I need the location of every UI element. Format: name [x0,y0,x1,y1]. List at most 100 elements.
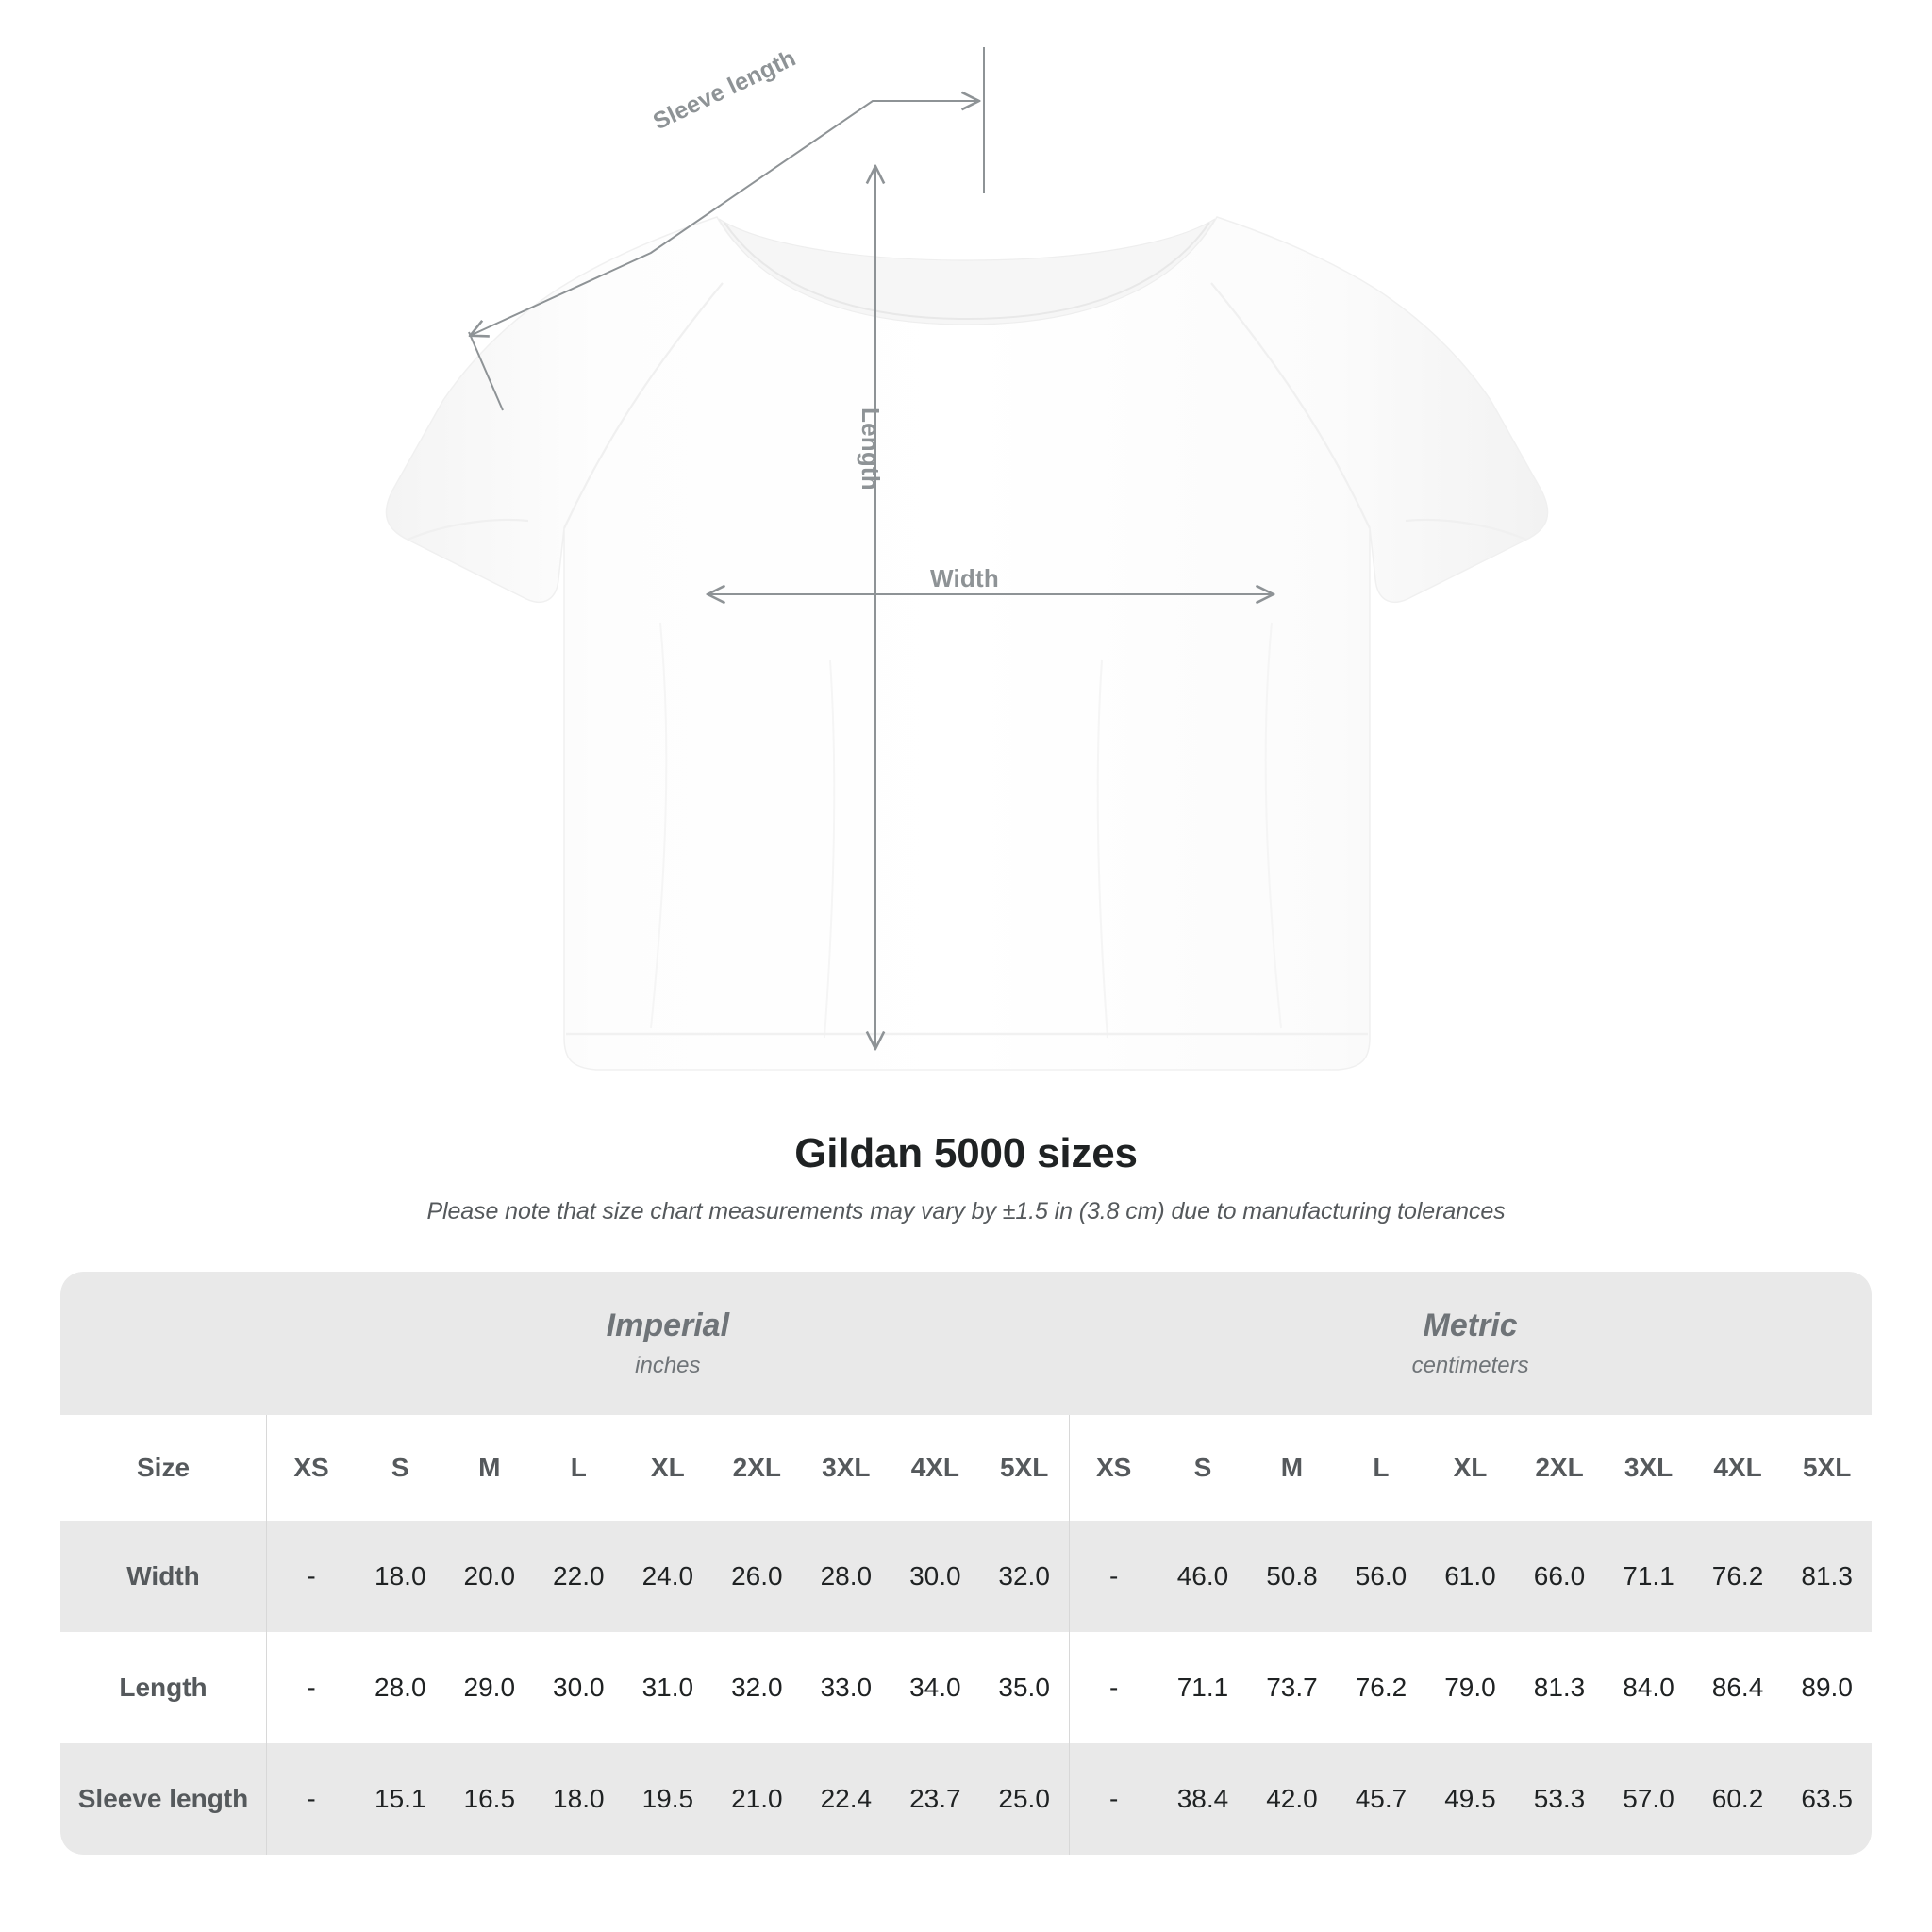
cell-length-imperial-4xl: 34.0 [891,1632,980,1743]
cell-width-imperial-xl: 24.0 [623,1521,713,1632]
cell-width-metric-3xl: 71.1 [1604,1521,1693,1632]
size-header-imperial-2xl: 2XL [712,1415,802,1521]
cell-sleeve-imperial-4xl: 23.7 [891,1743,980,1855]
cell-length-metric-s: 71.1 [1158,1632,1248,1743]
cell-sleeve-imperial-l: 18.0 [534,1743,624,1855]
cell-width-imperial-s: 18.0 [356,1521,445,1632]
cell-length-imperial-l: 30.0 [534,1632,624,1743]
cell-length-metric-l: 76.2 [1336,1632,1426,1743]
size-header-metric-xs: XS [1068,1415,1158,1521]
cell-sleeve-metric-s: 38.4 [1158,1743,1248,1855]
cell-sleeve-imperial-xl: 19.5 [623,1743,713,1855]
size-header-imperial-xl: XL [623,1415,713,1521]
size-chart-table: Imperial inches Metric centimeters Size … [60,1272,1872,1855]
cell-sleeve-metric-xl: 49.5 [1425,1743,1515,1855]
cell-sleeve-metric-l: 45.7 [1336,1743,1426,1855]
cell-sleeve-metric-xs: - [1068,1743,1158,1855]
cell-width-metric-4xl: 76.2 [1692,1521,1783,1632]
cell-length-imperial-5xl: 35.0 [979,1632,1070,1743]
unit-name-imperial: Imperial [606,1307,730,1344]
width-dimension-label: Width [930,564,999,592]
cell-width-metric-xl: 61.0 [1425,1521,1515,1632]
size-table-container: Imperial inches Metric centimeters Size … [60,1272,1872,1855]
size-header-imperial-m: M [444,1415,535,1521]
sleeve-length-arrow [469,47,985,411]
cell-width-imperial-xs: - [266,1521,357,1632]
unit-header-imperial: Imperial inches [266,1272,1070,1415]
size-header-imperial-4xl: 4XL [891,1415,980,1521]
cell-width-metric-s: 46.0 [1158,1521,1248,1632]
size-header-metric-s: S [1158,1415,1248,1521]
size-header-imperial-xs: XS [266,1415,357,1521]
unit-sub-metric: centimeters [1411,1352,1529,1378]
cell-width-metric-xs: - [1068,1521,1158,1632]
cell-length-metric-5xl: 89.0 [1782,1632,1872,1743]
table-row: Length - 28.0 29.0 30.0 31.0 32.0 33.0 3… [60,1632,1872,1743]
cell-length-metric-2xl: 81.3 [1514,1632,1605,1743]
cell-length-metric-xl: 79.0 [1425,1632,1515,1743]
size-header-metric-3xl: 3XL [1604,1415,1693,1521]
cell-length-imperial-2xl: 32.0 [712,1632,802,1743]
size-header-row: Size XS S M L XL 2XL 3XL 4XL 5XL XS S M … [60,1415,1872,1521]
size-header-imperial-l: L [534,1415,624,1521]
unit-header-spacer [60,1272,267,1415]
cell-width-imperial-3xl: 28.0 [801,1521,891,1632]
cell-length-imperial-xs: - [266,1632,357,1743]
cell-sleeve-metric-4xl: 60.2 [1692,1743,1783,1855]
cell-length-metric-xs: - [1068,1632,1158,1743]
size-header-metric-xl: XL [1425,1415,1515,1521]
cell-sleeve-metric-3xl: 57.0 [1604,1743,1693,1855]
unit-header-row: Imperial inches Metric centimeters [60,1272,1872,1415]
size-header-metric-2xl: 2XL [1514,1415,1605,1521]
cell-sleeve-imperial-5xl: 25.0 [979,1743,1070,1855]
shirt-body-shape [385,216,1549,1071]
cell-width-imperial-4xl: 30.0 [891,1521,980,1632]
unit-sub-imperial: inches [635,1352,701,1378]
cell-length-imperial-3xl: 33.0 [801,1632,891,1743]
size-header-metric-l: L [1336,1415,1426,1521]
table-row: Sleeve length - 15.1 16.5 18.0 19.5 21.0… [60,1743,1872,1855]
fabric-folds [650,622,1282,1039]
size-header-imperial-s: S [356,1415,445,1521]
size-header-metric-5xl: 5XL [1782,1415,1872,1521]
chart-heading: Gildan 5000 sizes Please note that size … [0,1130,1932,1225]
cell-sleeve-metric-2xl: 53.3 [1514,1743,1605,1855]
size-header-metric-m: M [1247,1415,1337,1521]
cell-width-metric-2xl: 66.0 [1514,1521,1605,1632]
cell-sleeve-imperial-xs: - [266,1743,357,1855]
cell-sleeve-imperial-m: 16.5 [444,1743,535,1855]
page-title: Gildan 5000 sizes [794,1130,1138,1176]
unit-header-metric: Metric centimeters [1069,1272,1872,1415]
row-label-sleeve-length: Sleeve length [60,1743,267,1855]
size-header-metric-4xl: 4XL [1692,1415,1783,1521]
tshirt-illustration [385,47,1549,1071]
cell-length-imperial-m: 29.0 [444,1632,535,1743]
size-header-imperial-5xl: 5XL [979,1415,1070,1521]
cell-length-metric-m: 73.7 [1247,1632,1337,1743]
cell-sleeve-imperial-3xl: 22.4 [801,1743,891,1855]
cell-width-metric-m: 50.8 [1247,1521,1337,1632]
cell-length-imperial-s: 28.0 [356,1632,445,1743]
cell-width-imperial-5xl: 32.0 [979,1521,1070,1632]
cell-sleeve-imperial-2xl: 21.0 [712,1743,802,1855]
size-header-label: Size [60,1415,267,1521]
row-label-width: Width [60,1521,267,1632]
cell-length-metric-3xl: 84.0 [1604,1632,1693,1743]
unit-name-metric: Metric [1423,1307,1518,1344]
tolerance-note: Please note that size chart measurements… [426,1198,1506,1224]
cell-width-imperial-2xl: 26.0 [712,1521,802,1632]
table-row: Width - 18.0 20.0 22.0 24.0 26.0 28.0 30… [60,1521,1872,1632]
cell-sleeve-metric-m: 42.0 [1247,1743,1337,1855]
length-dimension-label: Length [857,408,885,491]
cell-sleeve-imperial-s: 15.1 [356,1743,445,1855]
row-label-length: Length [60,1632,267,1743]
cell-width-metric-5xl: 81.3 [1782,1521,1872,1632]
garment-diagram: Sleeve length Length Width [385,44,1549,1071]
size-header-imperial-3xl: 3XL [801,1415,891,1521]
cell-length-imperial-xl: 31.0 [623,1632,713,1743]
cell-length-metric-4xl: 86.4 [1692,1632,1783,1743]
cell-width-metric-l: 56.0 [1336,1521,1426,1632]
cell-width-imperial-m: 20.0 [444,1521,535,1632]
cell-sleeve-metric-5xl: 63.5 [1782,1743,1872,1855]
